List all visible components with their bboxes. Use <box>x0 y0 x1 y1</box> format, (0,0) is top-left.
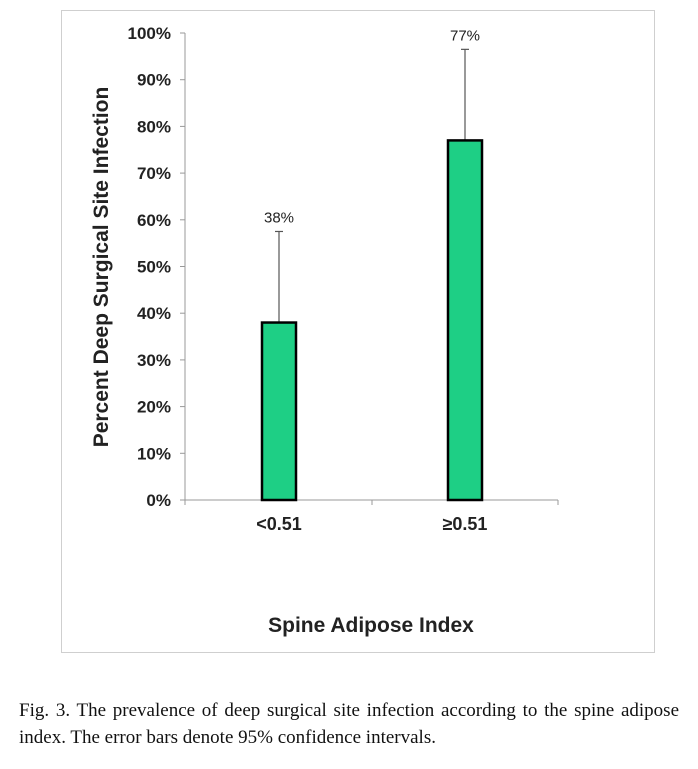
chart-frame <box>61 10 655 653</box>
data-label: 38% <box>264 209 294 226</box>
axes-layer <box>180 32 559 505</box>
y-tick-label: 20% <box>137 398 171 417</box>
x-category-label: ≥0.51 <box>443 514 488 534</box>
x-axis-title: Spine Adipose Index <box>268 614 474 637</box>
bar <box>446 139 484 502</box>
bar <box>260 321 298 502</box>
y-tick-label: 10% <box>137 444 171 463</box>
x-category-label: <0.51 <box>256 514 302 534</box>
y-tick-label: 70% <box>137 164 171 183</box>
y-tick-label: 90% <box>137 71 171 90</box>
y-tick-label: 30% <box>137 351 171 370</box>
y-tick-label: 80% <box>137 117 171 136</box>
y-tick-label: 100% <box>128 24 171 43</box>
y-axis-title: Percent Deep Surgical Site Infection <box>90 87 113 448</box>
y-tick-label: 40% <box>137 304 171 323</box>
y-tick-label: 60% <box>137 211 171 230</box>
bars-layer <box>260 48 484 502</box>
data-label: 77% <box>450 27 480 44</box>
bar-chart: 0% 10% 20% 30% 40% 50% 60% 70% 80% 90% 100% 38% <0.5… <box>90 24 559 637</box>
figure-caption: Fig. 3. The prevalence of deep surgical … <box>19 700 679 748</box>
y-tick-label: 50% <box>137 258 171 277</box>
y-tick-label: 0% <box>146 491 171 510</box>
labels-layer: 0% 10% 20% 30% 40% 50% 60% 70% 80% 90% 100% 38% <0.5… <box>128 24 488 534</box>
